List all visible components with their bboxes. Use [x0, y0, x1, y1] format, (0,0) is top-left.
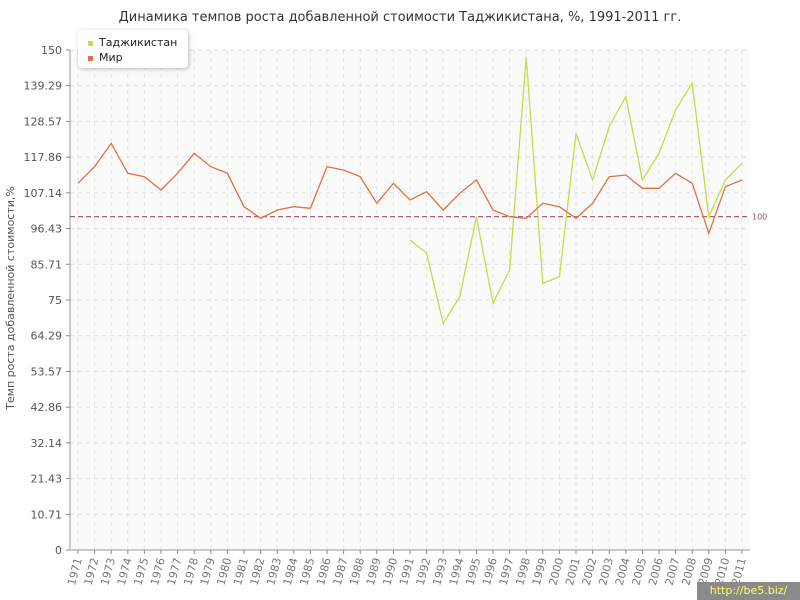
y-tick-label: 150 [41, 44, 62, 57]
legend-item-tajikistan[interactable]: Таджикистан [88, 36, 177, 49]
legend-item-world[interactable]: Мир [88, 51, 123, 64]
y-tick-label: 85.71 [31, 258, 63, 271]
legend-swatch-world [88, 55, 93, 61]
legend: Таджикистан Мир [78, 30, 188, 68]
x-axis-ticks: 1971197219731974197519761977197819791980… [65, 550, 749, 587]
y-tick-label: 64.29 [31, 330, 63, 343]
chart-title: Динамика темпов роста добавленной стоимо… [118, 10, 682, 25]
reference-line: 100 [70, 213, 767, 222]
y-tick-label: 53.57 [31, 365, 63, 378]
series-line-tajikistan [409, 56, 743, 325]
watermark[interactable]: http://be5.biz/ [697, 582, 800, 600]
y-tick-label: 0 [55, 544, 62, 557]
y-tick-label: 96.43 [31, 223, 63, 236]
y-tick-label: 128.57 [24, 115, 63, 128]
grid [70, 49, 750, 550]
y-tick-label: 139.29 [24, 80, 63, 93]
y-axis-label: Темп роста добавленной стоимости,% [4, 186, 17, 411]
y-tick-label: 42.86 [31, 401, 63, 414]
legend-label: Таджикистан [99, 36, 178, 49]
series-lines [77, 56, 743, 325]
y-axis-ticks: 0 10.71 21.43 32.14 42.86 53.57 64.29 75 85.71 96… [24, 44, 70, 557]
legend-label: Мир [99, 51, 123, 64]
legend-swatch-tajikistan [88, 40, 93, 46]
series-line-world [77, 142, 743, 236]
axes [69, 50, 750, 551]
y-tick-label: 32.14 [31, 437, 63, 450]
y-tick-label: 107.14 [24, 187, 63, 200]
y-tick-label: 117.86 [24, 151, 63, 164]
y-tick-label: 75 [48, 294, 62, 307]
y-tick-label: 21.43 [31, 473, 63, 486]
y-tick-label: 10.71 [31, 508, 63, 521]
reference-line-label: 100 [752, 213, 767, 222]
